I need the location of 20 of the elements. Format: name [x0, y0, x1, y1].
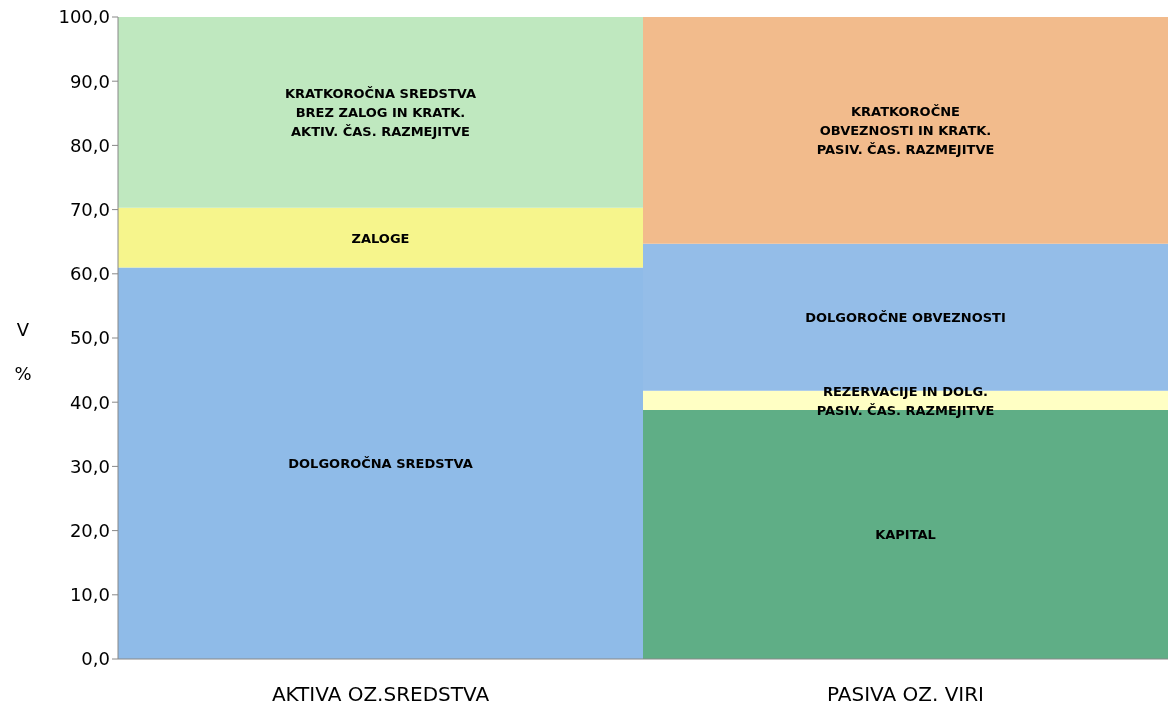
- y-tick-label: 90,0: [69, 70, 110, 92]
- y-tick-label: 40,0: [69, 391, 110, 413]
- x-tick-label: AKTIVA OZ.SREDSTVA: [271, 682, 490, 707]
- x-tick-label: PASIVA OZ. VIRI: [826, 682, 985, 707]
- y-tick-label: 10,0: [69, 584, 110, 606]
- y-tick-label: 80,0: [69, 134, 110, 156]
- y-tick-label: 50,0: [69, 327, 110, 349]
- y-tick-label: 70,0: [69, 198, 110, 220]
- y-tick-label: 30,0: [69, 455, 110, 477]
- series-label: KAPITAL: [875, 526, 936, 542]
- series-label: DOLGOROČNE OBVEZNOSTI: [805, 309, 1006, 325]
- y-tick-label: 60,0: [69, 263, 110, 285]
- y-tick-label: 100,0: [58, 6, 110, 28]
- series-label: DOLGOROČNA SREDSTVA: [288, 455, 473, 471]
- y-tick-label: 20,0: [69, 519, 110, 541]
- y-tick-label: 0,0: [81, 648, 110, 670]
- series-label: ZALOGE: [351, 230, 410, 246]
- series-label: KRATKOROČNA SREDSTVA BREZ ZALOG IN KRATK. AKTIV. ČAS. RAZMEJITVE: [284, 85, 477, 139]
- text: V %: [14, 319, 32, 384]
- series-label: KRATKOROČNE OBVEZNOSTI IN KRATK. PASIV. ČAS. RAZMEJITVE: [816, 103, 995, 157]
